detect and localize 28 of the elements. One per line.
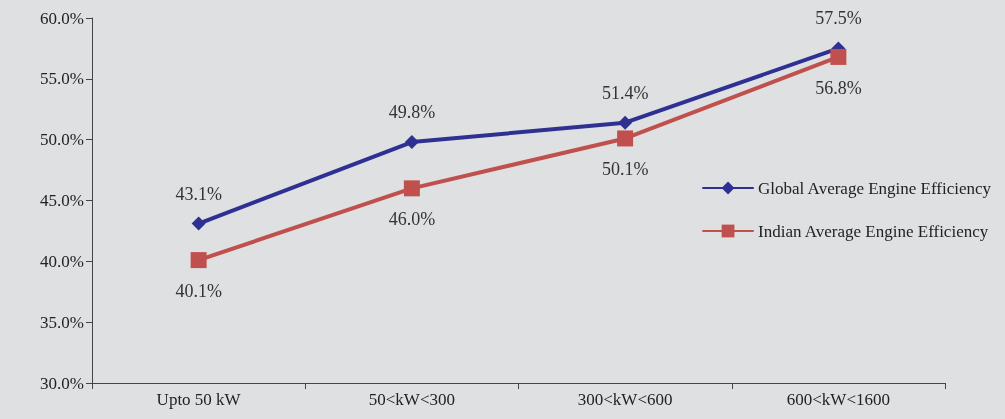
x-tick-label: 300<kW<600 (577, 390, 673, 409)
y-tick-label: 50.0% (40, 130, 84, 150)
data-label: 40.1% (175, 281, 222, 302)
point (617, 130, 634, 147)
y-tick-label: 45.0% (40, 191, 84, 210)
legend-label: Indian Average Engine Efficiency (758, 221, 989, 241)
data-label: 50.1% (601, 159, 649, 180)
data-label: 49.8% (388, 102, 436, 123)
data-label: 57.5% (815, 8, 862, 29)
point (190, 252, 207, 269)
x-tick-label: Upto 50 kW (156, 390, 242, 409)
data-label: 43.1% (175, 183, 222, 204)
y-tick-label: 30.0% (40, 373, 84, 393)
point (618, 115, 633, 130)
point (191, 216, 206, 231)
y-tick-label: 60.0% (40, 8, 84, 28)
data-label: 51.4% (601, 82, 649, 103)
point (403, 180, 420, 197)
point (830, 48, 847, 65)
y-tick-label: 40.0% (40, 251, 84, 271)
x-tick-label: 600<kW<1600 (786, 390, 890, 409)
data-label: 46.0% (388, 209, 436, 230)
x-tick-label: 50<kW<300 (368, 390, 455, 409)
legend-label: Global Average Engine Efficiency (758, 178, 992, 198)
point (404, 135, 419, 150)
y-tick-label: 35.0% (40, 312, 84, 332)
y-tick-label: 55.0% (40, 69, 84, 89)
data-label: 56.8% (815, 77, 862, 98)
